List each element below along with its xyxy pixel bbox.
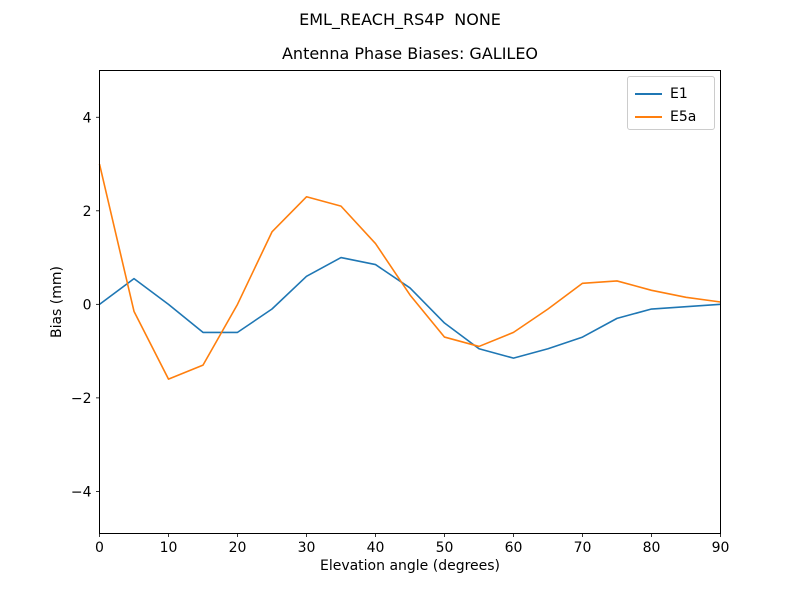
x-tick-label: 40 xyxy=(367,540,385,556)
x-axis-label: Elevation angle (degrees) xyxy=(319,558,501,574)
legend-label-e5a: E5a xyxy=(670,108,697,125)
x-tick-label: 50 xyxy=(436,540,454,556)
y-tick-label: 0 xyxy=(83,297,92,313)
y-tick-label: 2 xyxy=(83,204,92,220)
x-tick-label: 10 xyxy=(160,540,178,556)
plot-border xyxy=(99,70,721,534)
axis-ticks: 0 10 20 30 40 50 60 70 80 90 −4 −2 0 2 4 xyxy=(71,110,730,556)
legend-entry-e5a: E5a xyxy=(635,105,714,128)
legend-entry-e1: E1 xyxy=(635,82,714,105)
legend-line-sample-e1 xyxy=(635,92,662,95)
x-tick-label: 30 xyxy=(298,540,316,556)
series-line-E5a xyxy=(98,163,721,380)
x-tick-label: 60 xyxy=(505,540,523,556)
y-tick-label: 4 xyxy=(83,110,92,126)
y-tick-label: −2 xyxy=(71,391,92,407)
x-tick-label: 70 xyxy=(574,540,592,556)
legend: E1 E5a xyxy=(627,76,715,130)
x-tick-label: 20 xyxy=(229,540,247,556)
figure-title: EML_REACH_RS4P NONE xyxy=(299,10,501,29)
x-tick-label: 90 xyxy=(712,540,730,556)
legend-label-e1: E1 xyxy=(670,85,688,102)
x-tick-label: 80 xyxy=(643,540,661,556)
y-tick-label: −4 xyxy=(71,484,92,500)
axes-title: Antenna Phase Biases: GALILEO xyxy=(281,44,539,63)
x-tick-label: 0 xyxy=(95,540,104,556)
series-line-E1 xyxy=(99,256,721,359)
series-lines xyxy=(98,163,721,380)
legend-line-sample-e5a xyxy=(635,115,662,118)
